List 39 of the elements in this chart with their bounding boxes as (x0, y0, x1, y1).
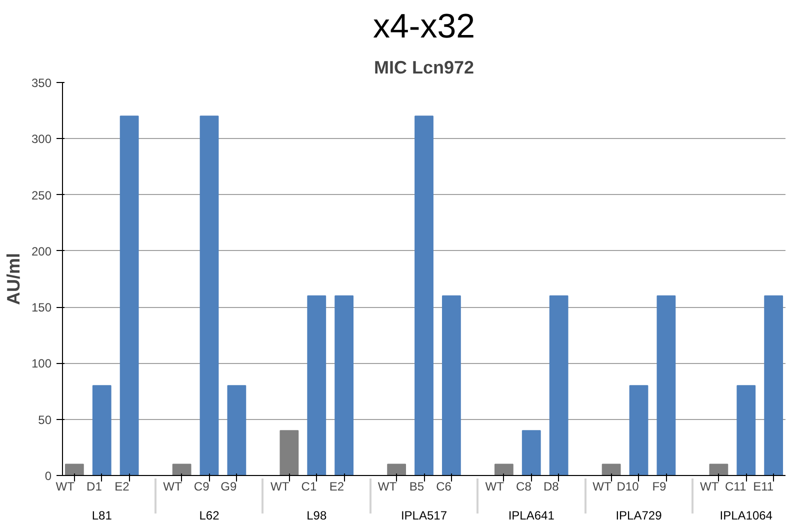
y-tick-label: 0 (44, 469, 52, 483)
y-axis-title: AU/ml (3, 252, 24, 305)
x-tick-label: E2 (114, 480, 130, 494)
x-tick-label: E2 (329, 480, 344, 494)
x-tick-label: WT (485, 480, 505, 494)
x-tick-label: F9 (652, 480, 667, 494)
x-tick-label: G9 (220, 480, 238, 494)
x-tick-label: B5 (409, 480, 424, 494)
x-tick-label: D1 (86, 480, 102, 494)
y-tick-label: 250 (31, 188, 52, 202)
y-tick-label: 350 (31, 76, 52, 90)
x-tick-label: C1 (301, 480, 317, 494)
x-tick-label: D8 (543, 480, 560, 494)
x-tick-label: C8 (516, 480, 532, 494)
x-tick-label: E11 (753, 480, 774, 494)
text: IPLA641 (508, 508, 555, 522)
text: L62 (199, 508, 220, 522)
x-tick-label: WT (270, 480, 290, 494)
text: L98 (306, 508, 327, 522)
x-tick-label: C6 (436, 480, 452, 494)
y-tick-label: 300 (31, 132, 52, 146)
x-tick-label: C9 (194, 480, 210, 494)
x-tick-label: D10 (616, 480, 640, 494)
x-tick-label: WT (592, 480, 612, 494)
x-tick-label: WT (163, 480, 182, 494)
text: IPLA1064 (720, 508, 773, 522)
text: IPLA517 (400, 508, 448, 522)
y-tick-label: 50 (38, 412, 52, 427)
x-tick-label: WT (378, 480, 398, 494)
y-tick-label: 200 (31, 244, 52, 258)
text: L81 (92, 508, 112, 522)
chart-title: x4-x32 (372, 8, 476, 46)
x-tick-label: WT (700, 480, 720, 494)
text: IPLA729 (616, 508, 662, 522)
y-tick-label: 100 (31, 356, 52, 371)
chart-subtitle: MIC Lcn972 (374, 58, 474, 78)
y-tick-label: 150 (31, 300, 52, 315)
x-tick-label: WT (56, 480, 76, 494)
x-tick-label: C11 (725, 480, 746, 494)
